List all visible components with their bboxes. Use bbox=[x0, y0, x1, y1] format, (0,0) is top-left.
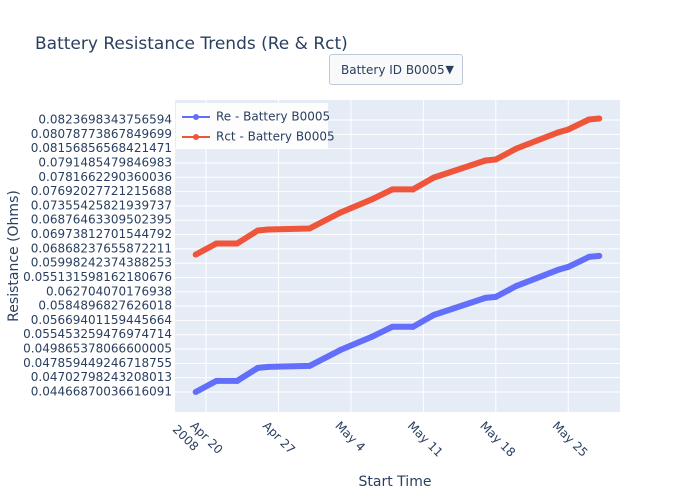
y-tick-label: 0.07692027721215688 bbox=[31, 184, 172, 198]
y-tick-label: 0.06868237655872211 bbox=[31, 241, 172, 255]
y-tick-label: 0.08156856568421471 bbox=[31, 141, 172, 155]
y-tick-label: 0.0823698343756594 bbox=[38, 113, 172, 127]
dropdown[interactable]: Battery ID B0005 ▼ bbox=[329, 54, 463, 85]
y-tick-label: 0.0791485479846983 bbox=[38, 155, 172, 169]
data-point bbox=[513, 282, 520, 289]
y-tick-label: 0.0584896827626018 bbox=[38, 299, 172, 313]
x-tick-label-group: May 25 bbox=[550, 419, 591, 460]
legend-box bbox=[176, 103, 328, 149]
data-point bbox=[430, 311, 437, 318]
x-tick-label: Apr 27 bbox=[260, 419, 298, 457]
y-tick-label: 0.0781662290360036 bbox=[38, 170, 172, 184]
x-axis-title: Start Time bbox=[359, 474, 432, 490]
plot-background bbox=[175, 100, 620, 412]
data-point bbox=[337, 346, 344, 353]
data-point bbox=[585, 116, 592, 123]
y-tick-label: 0.062704070176938 bbox=[46, 284, 172, 298]
data-point bbox=[368, 196, 375, 203]
y-tick-label: 0.047859449246718755 bbox=[23, 356, 172, 370]
data-point bbox=[192, 251, 199, 258]
x-tick-label-group: May 4 bbox=[332, 419, 368, 455]
data-point bbox=[265, 363, 272, 370]
y-tick-label: 0.04702798243208013 bbox=[31, 370, 172, 384]
data-point bbox=[585, 253, 592, 260]
data-point bbox=[389, 186, 396, 193]
data-point bbox=[410, 323, 417, 330]
x-tick-label: May 4 bbox=[332, 419, 368, 455]
data-point bbox=[265, 226, 272, 233]
data-point bbox=[337, 209, 344, 216]
legend-marker bbox=[193, 114, 199, 120]
y-tick-label: 0.08078773867849699 bbox=[31, 127, 172, 141]
data-point bbox=[554, 266, 561, 273]
dropdown-arrow: ▼ bbox=[445, 63, 454, 76]
y-tick-label: 0.05669401159445664 bbox=[31, 313, 172, 327]
dropdown-label: Battery ID B0005 bbox=[341, 62, 445, 77]
data-point bbox=[482, 294, 489, 301]
data-point bbox=[410, 186, 417, 193]
data-point bbox=[306, 225, 313, 232]
legend-marker bbox=[193, 134, 199, 140]
data-point bbox=[254, 364, 261, 371]
y-tick-label: 0.07355425821939737 bbox=[31, 198, 172, 212]
data-point bbox=[430, 174, 437, 181]
y-tick-label: 0.055131598162180676 bbox=[23, 270, 172, 284]
data-point bbox=[565, 126, 572, 133]
legend-label: Rct - Battery B0005 bbox=[216, 130, 335, 144]
y-tick-label: 0.04466870036616091 bbox=[31, 384, 172, 398]
data-point bbox=[492, 293, 499, 300]
y-tick-label: 0.06973812701544792 bbox=[31, 227, 172, 241]
data-point bbox=[254, 227, 261, 234]
data-point bbox=[192, 388, 199, 395]
data-point bbox=[492, 156, 499, 163]
x-tick-label: May 25 bbox=[550, 419, 591, 460]
x-tick-label-group: May 11 bbox=[405, 419, 446, 460]
legend-label: Re - Battery B0005 bbox=[216, 110, 330, 124]
y-tick-label: 0.055453259476974714 bbox=[23, 327, 172, 341]
y-axis-title: Resistance (Ohms) bbox=[6, 190, 22, 322]
y-tick-label: 0.05998242374388253 bbox=[31, 256, 172, 270]
data-point bbox=[234, 240, 241, 247]
data-point bbox=[234, 377, 241, 384]
data-point bbox=[368, 333, 375, 340]
x-tick-label: May 18 bbox=[477, 419, 518, 460]
data-point bbox=[596, 252, 603, 259]
data-point bbox=[389, 323, 396, 330]
data-point bbox=[513, 145, 520, 152]
x-tick-label-group: May 18 bbox=[477, 419, 518, 460]
x-tick-label-group: Apr 27 bbox=[260, 419, 298, 457]
y-tick-label: 0.06876463309502395 bbox=[31, 213, 172, 227]
data-point bbox=[554, 129, 561, 136]
data-point bbox=[213, 240, 220, 247]
y-tick-label: 0.049865378066600005 bbox=[23, 342, 172, 356]
data-point bbox=[306, 362, 313, 369]
data-point bbox=[565, 263, 572, 270]
data-point bbox=[482, 157, 489, 164]
x-tick-label: May 11 bbox=[405, 419, 446, 460]
data-point bbox=[213, 377, 220, 384]
chart-title: Battery Resistance Trends (Re & Rct) bbox=[35, 34, 348, 54]
data-point bbox=[596, 115, 603, 122]
